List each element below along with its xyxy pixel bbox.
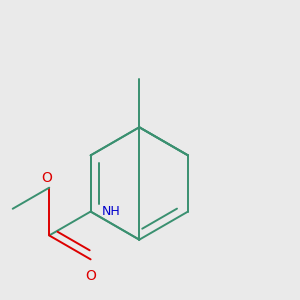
- Text: NH: NH: [101, 205, 120, 218]
- Text: O: O: [85, 269, 96, 283]
- Text: O: O: [41, 171, 52, 185]
